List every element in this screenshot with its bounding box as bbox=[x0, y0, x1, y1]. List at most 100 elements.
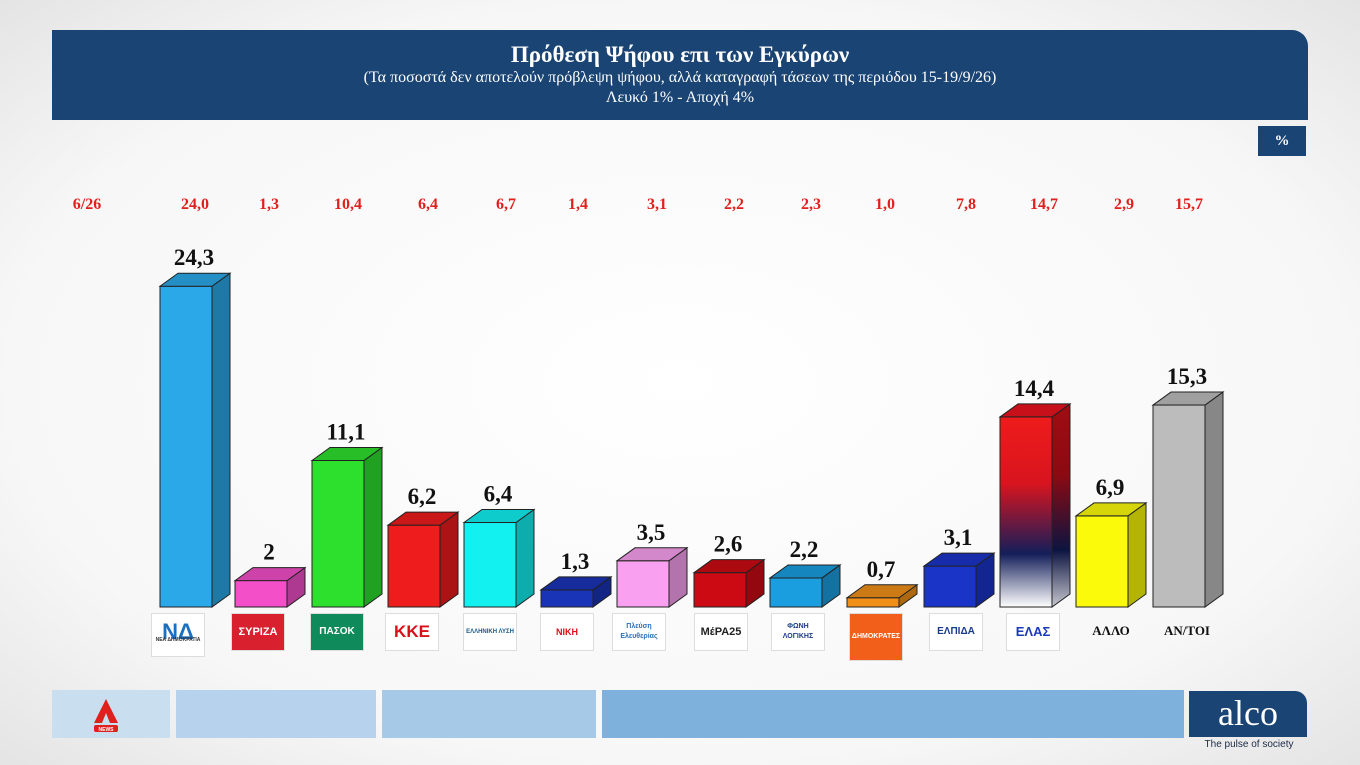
bar-top-14 bbox=[1151, 391, 1225, 406]
bar-value-label-2: 2 bbox=[263, 540, 275, 565]
previous-value-10: 1,0 bbox=[875, 196, 895, 213]
previous-value-9: 2,3 bbox=[801, 196, 821, 213]
nd-logo-icon: ΝΔ ΝΕΑ ΔΗΜΟΚΡΑΤΙΑ bbox=[151, 613, 205, 657]
bar-value-label-7: 3,5 bbox=[637, 520, 666, 545]
bar-top-13 bbox=[1074, 502, 1148, 517]
bar-1 bbox=[158, 272, 232, 608]
header-banner: Πρόθεση Ψήφου επι των Εγκύρων (Τα ποσοστ… bbox=[52, 30, 1308, 120]
bar-side-1 bbox=[211, 272, 231, 608]
bar-front-1 bbox=[159, 285, 213, 608]
bar-value-label-8: 2,6 bbox=[714, 532, 743, 557]
dimokrates-logo-icon: ΔΗΜΟΚΡΑΤΕΣ bbox=[849, 613, 903, 661]
previous-value-12: 14,7 bbox=[1030, 196, 1058, 213]
chart-title: Πρόθεση Ψήφου επι των Εγκύρων bbox=[510, 42, 850, 67]
previous-value-6: 1,4 bbox=[568, 196, 588, 213]
bar-front-10 bbox=[846, 597, 900, 608]
previous-value-5: 6,7 bbox=[496, 196, 516, 213]
bar-value-label-6: 1,3 bbox=[561, 549, 590, 574]
bar-front-6 bbox=[540, 589, 594, 608]
bar-3 bbox=[310, 446, 384, 608]
bar-top-2 bbox=[233, 567, 307, 582]
footer-segment-2 bbox=[176, 690, 376, 738]
bar-chart: 24,3 2 11,1 6,2 6,4 1,3 3,5 2,6 2,2 0,7 3,1 14,4 6,9… bbox=[158, 245, 1225, 608]
previous-value-1: 24,0 bbox=[181, 196, 209, 213]
bar-front-11 bbox=[923, 565, 977, 608]
bar-top-4 bbox=[386, 511, 460, 526]
bar-front-3 bbox=[311, 459, 365, 608]
bar-top-8 bbox=[692, 559, 766, 574]
bar-value-label-12: 14,4 bbox=[1014, 376, 1055, 401]
bar-value-label-1: 24,3 bbox=[174, 245, 214, 270]
foni-logikis-logo-icon: ΦΩΝΗ ΛΟΓΙΚΗΣ bbox=[771, 613, 825, 651]
unit-badge: % bbox=[1258, 126, 1306, 156]
bar-value-label-11: 3,1 bbox=[944, 525, 973, 550]
bar-top-7 bbox=[615, 547, 689, 562]
bar-value-label-3: 11,1 bbox=[327, 419, 366, 444]
nd-logo-subtext: ΝΕΑ ΔΗΜΟΚΡΑΤΙΑ bbox=[155, 637, 201, 643]
mera25-logo-icon: ΜέΡΑ25 bbox=[694, 613, 748, 651]
bar-5 bbox=[462, 508, 536, 608]
bar-top-3 bbox=[310, 446, 384, 461]
pasok-logo-icon: ΠΑΣΟΚ bbox=[310, 613, 364, 651]
antoi-label: ΑΝ/ΤΟΙ bbox=[1164, 623, 1210, 638]
bar-value-label-14: 15,3 bbox=[1167, 364, 1207, 389]
bar-value-label-10: 0,7 bbox=[867, 557, 896, 582]
previous-value-4: 6,4 bbox=[418, 196, 438, 213]
bar-value-label-4: 6,2 bbox=[408, 484, 437, 509]
elpida-logo-icon: ΕΛΠΙΔΑ bbox=[929, 613, 983, 651]
previous-value-13: 2,9 bbox=[1114, 196, 1134, 213]
bar-10 bbox=[845, 583, 919, 608]
niki-logo-icon: ΝΙΚΗ bbox=[540, 613, 594, 651]
bar-13 bbox=[1074, 501, 1148, 608]
bar-top-11 bbox=[922, 552, 996, 567]
bar-4 bbox=[386, 511, 460, 608]
bar-top-10 bbox=[845, 584, 919, 599]
bar-front-14 bbox=[1152, 404, 1206, 608]
nd-logo-text: ΝΔ bbox=[162, 619, 194, 644]
bar-side-4 bbox=[439, 511, 459, 608]
previous-value-8: 2,2 bbox=[724, 196, 744, 213]
bar-12 bbox=[998, 402, 1072, 608]
footer-segment-4 bbox=[602, 690, 1184, 738]
svg-text:NEWS: NEWS bbox=[99, 727, 115, 733]
kke-logo-icon: ΚΚΕ bbox=[385, 613, 439, 651]
previous-value-11: 7,8 bbox=[956, 196, 976, 213]
bar-6 bbox=[539, 575, 613, 608]
bar-front-5 bbox=[463, 522, 517, 608]
bar-side-12 bbox=[1051, 402, 1071, 608]
bar-side-5 bbox=[515, 508, 535, 608]
bar-side-14 bbox=[1204, 391, 1224, 608]
bar-side-3 bbox=[363, 446, 383, 608]
bar-front-12 bbox=[999, 416, 1053, 608]
bar-value-label-5: 6,4 bbox=[484, 482, 513, 507]
bar-7 bbox=[615, 546, 689, 608]
bar-top-6 bbox=[539, 576, 613, 591]
bar-2 bbox=[233, 566, 307, 608]
plefsi-logo-icon: Πλεύση Ελευθερίας bbox=[612, 613, 666, 651]
previous-poll-row: 6/26 24,0 1,3 10,4 6,4 6,7 1,4 3,1 2,2 2,3 1,0 7,8 1… bbox=[0, 196, 1360, 220]
alco-tagline: The pulse of society bbox=[1204, 739, 1294, 750]
bar-front-4 bbox=[387, 524, 441, 608]
bar-side-13 bbox=[1127, 501, 1147, 608]
bar-front-9 bbox=[769, 577, 823, 608]
bar-11 bbox=[922, 552, 996, 608]
bar-front-8 bbox=[693, 572, 747, 608]
allo-label: ΑΛΛΟ bbox=[1092, 623, 1130, 638]
bar-top-5 bbox=[462, 509, 536, 524]
bar-value-label-9: 2,2 bbox=[790, 537, 819, 562]
bar-top-1 bbox=[158, 272, 232, 287]
bar-value-label-13: 6,9 bbox=[1096, 475, 1125, 500]
bar-9 bbox=[768, 563, 842, 608]
footer-bar bbox=[52, 690, 1308, 738]
previous-value-7: 3,1 bbox=[647, 196, 667, 213]
previous-poll-date: 6/26 bbox=[72, 196, 102, 213]
footer-segment-3 bbox=[382, 690, 596, 738]
bar-14 bbox=[1151, 391, 1225, 608]
bar-8 bbox=[692, 558, 766, 608]
bar-front-7 bbox=[616, 560, 670, 608]
elas-logo-icon: ΕΛΑΣ bbox=[1006, 613, 1060, 651]
previous-value-14: 15,7 bbox=[1175, 196, 1203, 213]
bar-front-2 bbox=[234, 580, 288, 608]
bar-top-12 bbox=[998, 403, 1072, 418]
alpha-logo-icon: NEWS bbox=[94, 699, 118, 733]
